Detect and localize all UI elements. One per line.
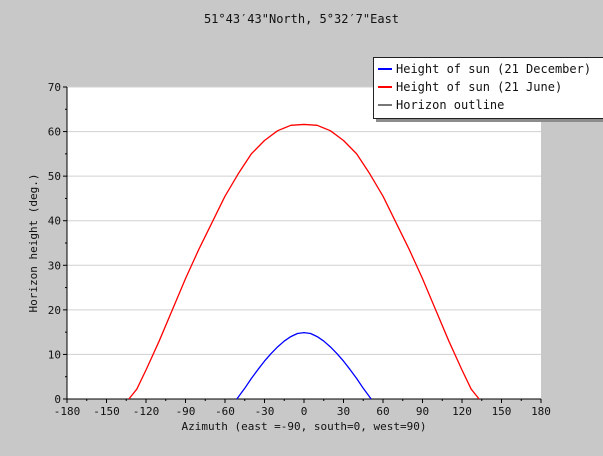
legend-label-june: Height of sun (21 June): [396, 80, 563, 94]
y-tick-label-10: 10: [48, 348, 61, 361]
x-tick-label--60: -60: [215, 405, 235, 418]
series-line-december: [236, 331, 372, 400]
legend-swatch-june: [378, 86, 392, 88]
x-tick-label-60: 60: [376, 405, 389, 418]
x-tick-label--180: -180: [54, 405, 81, 418]
y-tick-label-0: 0: [54, 393, 61, 406]
chart-title: 51°43′43"North, 5°32′7"East: [203, 12, 400, 26]
x-axis-label: Azimuth (east =-90, south=0, west=90): [181, 420, 426, 433]
y-tick-label-20: 20: [48, 304, 61, 317]
y-tick-label-30: 30: [48, 259, 61, 272]
legend-swatch-december: [378, 68, 392, 70]
y-axis-label: Horizon height (deg.): [27, 173, 40, 312]
y-tick-label-70: 70: [48, 81, 61, 94]
y-tick-label-50: 50: [48, 170, 61, 183]
x-tick-label--90: -90: [176, 405, 196, 418]
x-tick-label-180: 180: [531, 405, 551, 418]
legend-item-horizon: Horizon outline: [378, 96, 603, 114]
y-tick-label-60: 60: [48, 126, 61, 139]
x-tick-label--150: -150: [93, 405, 120, 418]
legend-label-horizon: Horizon outline: [396, 98, 505, 112]
plot-area: [67, 87, 541, 399]
x-tick-label-0: 0: [301, 405, 308, 418]
x-tick-label--30: -30: [255, 405, 275, 418]
legend-item-december: Height of sun (21 December): [378, 60, 603, 78]
x-tick-label-30: 30: [337, 405, 350, 418]
x-tick-label--120: -120: [133, 405, 160, 418]
x-tick-label-150: 150: [492, 405, 512, 418]
legend: Height of sun (21 December) Height of su…: [373, 57, 603, 119]
series-line-june: [128, 123, 480, 400]
legend-item-june: Height of sun (21 June): [378, 78, 603, 96]
x-tick-label-90: 90: [416, 405, 429, 418]
y-tick-label-40: 40: [48, 215, 61, 228]
x-tick-label-120: 120: [452, 405, 472, 418]
legend-label-december: Height of sun (21 December): [396, 62, 592, 76]
legend-swatch-horizon: [378, 104, 392, 106]
